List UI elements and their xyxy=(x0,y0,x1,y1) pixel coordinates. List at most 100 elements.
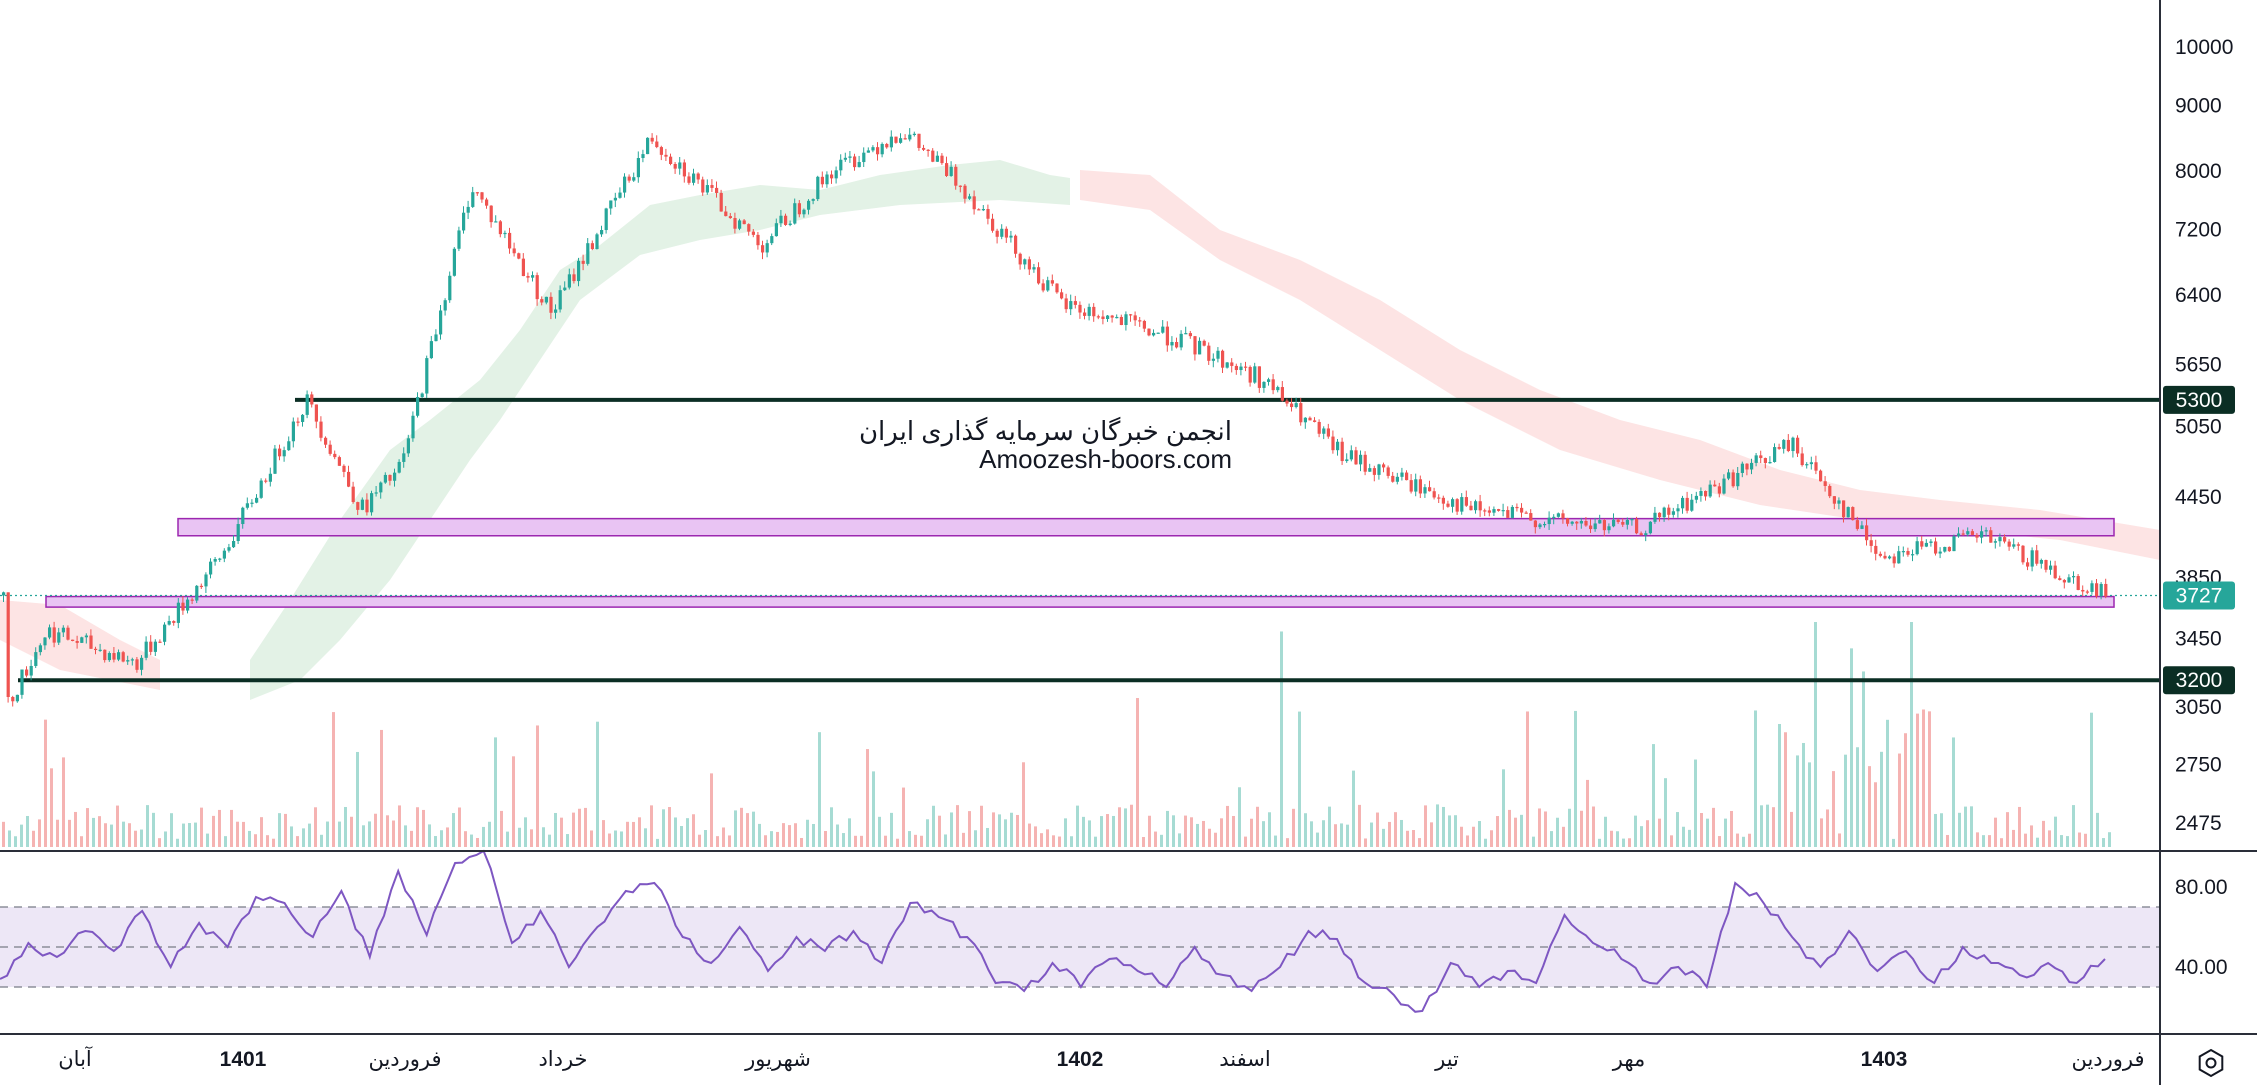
rsi-axis[interactable]: 80.00 40.00 xyxy=(2175,876,2228,979)
chart-settings-button[interactable] xyxy=(2198,1048,2224,1078)
zone-2[interactable] xyxy=(45,595,2115,608)
candle-body xyxy=(1809,462,1813,465)
zone-1[interactable] xyxy=(177,517,2115,537)
volume-bar xyxy=(1310,821,1313,847)
candle-body xyxy=(673,163,677,169)
candle-body xyxy=(1000,228,1004,237)
volume-bar xyxy=(866,749,869,847)
volume-bar xyxy=(656,838,659,847)
time-tick-label: خرداد xyxy=(538,1048,587,1071)
volume-bar xyxy=(68,819,71,847)
volume-bar xyxy=(1730,810,1733,847)
volume-bar xyxy=(2090,712,2093,847)
volume-bar xyxy=(1202,820,1205,847)
candle-body xyxy=(696,173,700,180)
candle-body xyxy=(2012,544,2016,547)
volume-bar xyxy=(1922,709,1925,847)
watermark-line1: انجمن خبرگان سرمایه گذاری ایران xyxy=(859,416,1232,447)
volume-bar xyxy=(596,721,599,847)
candle-body xyxy=(273,448,277,474)
candle-body xyxy=(416,397,420,416)
price-axis[interactable]: 1000090008000720064005650505044503850345… xyxy=(2175,36,2233,835)
candle-body xyxy=(1009,235,1013,238)
volume-bar xyxy=(1916,713,1919,847)
candle-body xyxy=(43,637,47,646)
candle-body xyxy=(1115,316,1119,319)
volume-bar xyxy=(974,830,977,847)
candle-body xyxy=(1276,387,1280,391)
candle-body xyxy=(1952,536,1956,552)
candle-body xyxy=(1763,458,1767,463)
volume-bar xyxy=(602,820,605,847)
volume-bar xyxy=(1268,812,1271,847)
volume-bar xyxy=(1388,821,1391,847)
volume-bar xyxy=(392,820,395,847)
candle-body xyxy=(517,253,521,259)
time-axis[interactable]: آبان 1401 فروردین خرداد شهریور 1402 اسفند تیر مه… xyxy=(58,1046,2144,1071)
candle-body xyxy=(972,196,976,210)
candle-body xyxy=(1556,513,1560,517)
candle-body xyxy=(1087,306,1091,316)
candle-body xyxy=(411,415,415,439)
candle-body xyxy=(158,641,162,643)
candle-body xyxy=(710,185,714,188)
volume-bar xyxy=(1814,622,1817,847)
candle-body xyxy=(1920,541,1924,547)
candle-body xyxy=(452,248,456,276)
candle-body xyxy=(669,156,673,164)
price-tick-label: 5050 xyxy=(2175,416,2222,439)
candle-body xyxy=(181,602,185,611)
time-tick-label: فروردین xyxy=(2071,1048,2144,1071)
candle-body xyxy=(2062,580,2066,583)
candle-body xyxy=(370,493,374,513)
volume-bar xyxy=(1172,815,1175,847)
volume-bar xyxy=(1706,818,1709,847)
price-tick-label: 3050 xyxy=(2175,696,2222,719)
volume-bar xyxy=(842,833,845,847)
volume-bar xyxy=(1466,835,1469,847)
volume-bar xyxy=(1970,806,1973,847)
volume-bar xyxy=(260,817,263,847)
candle-body xyxy=(1823,481,1827,486)
volume-bar xyxy=(1208,828,1211,847)
candle-body xyxy=(1602,520,1606,531)
candle-body xyxy=(926,149,930,152)
volume-bar xyxy=(1856,747,1859,847)
volume-bar xyxy=(644,828,647,847)
volume-bar xyxy=(362,825,365,847)
volume-bar xyxy=(1484,838,1487,847)
candle-body xyxy=(604,208,608,231)
volume-bar xyxy=(374,813,377,847)
candle-body xyxy=(342,465,346,472)
volume-bar xyxy=(1748,833,1751,847)
candle-body xyxy=(1998,537,2002,542)
volume-bar xyxy=(650,805,653,847)
candle-body xyxy=(1230,362,1234,366)
volume-bar xyxy=(1610,830,1613,847)
volume-bar xyxy=(1148,815,1151,847)
candle-body xyxy=(1382,464,1386,468)
volume-bar xyxy=(794,823,797,847)
candle-body xyxy=(678,162,682,169)
volume-bar xyxy=(2012,829,2015,847)
volume-bar xyxy=(1256,806,1259,847)
volume-bar xyxy=(182,823,185,847)
candle-body xyxy=(1409,480,1413,492)
volume-bar xyxy=(44,719,47,847)
volume-bar xyxy=(902,787,905,847)
candle-body xyxy=(1221,350,1225,368)
volume-bar xyxy=(290,826,293,847)
candle-body xyxy=(1432,491,1436,498)
candle-body xyxy=(351,486,355,503)
level-badge-3200-bg xyxy=(2163,666,2235,695)
volume-bar xyxy=(854,835,857,847)
candle-body xyxy=(1980,531,1984,538)
volume-bar xyxy=(620,831,623,847)
volume-bar xyxy=(1244,836,1247,847)
candle-body xyxy=(1055,283,1059,293)
candle-body xyxy=(1083,312,1087,316)
candle-body xyxy=(1915,541,1919,555)
candle-body xyxy=(406,438,410,454)
candle-body xyxy=(581,260,585,264)
